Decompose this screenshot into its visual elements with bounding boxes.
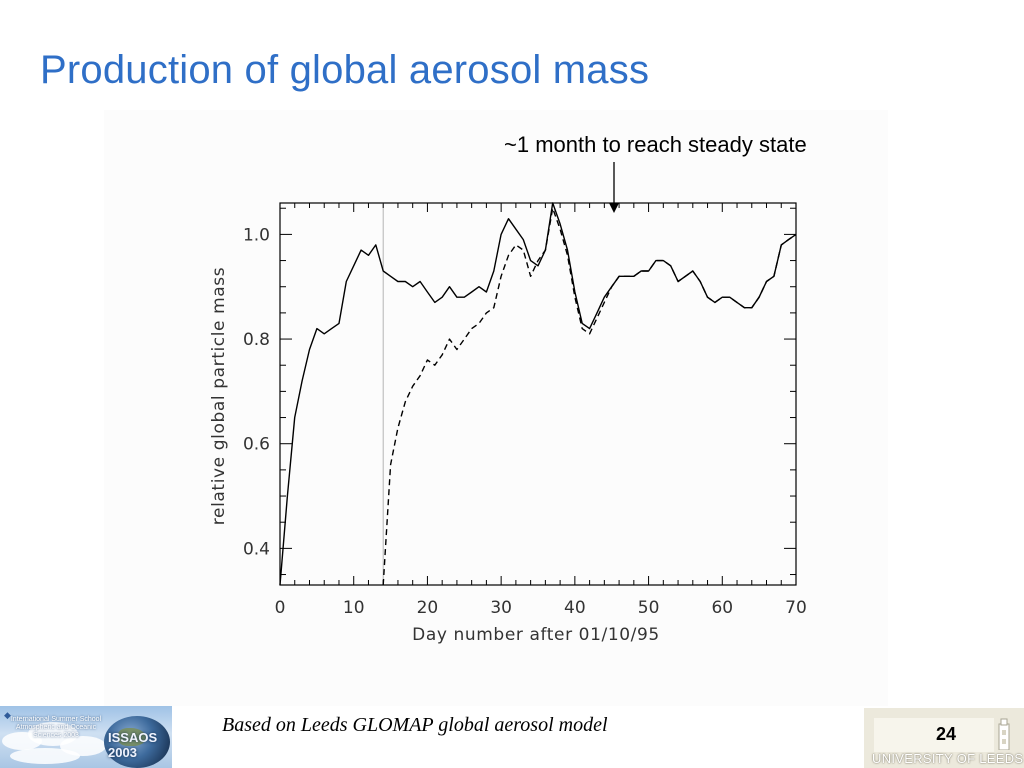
university-name: UNIVERSITY OF LEEDS: [872, 751, 1024, 766]
dashed-series-line: [382, 207, 797, 586]
x-tick-label: 50: [638, 598, 660, 618]
figure-panel: [104, 110, 888, 706]
x-tick-label: 70: [785, 598, 807, 618]
steady-state-annotation: ~1 month to reach steady state: [504, 132, 807, 157]
y-axis-label: relative global particle mass: [209, 267, 229, 525]
callout-arrowhead: [609, 203, 619, 213]
figure-caption: Based on Leeds GLOMAP global aerosol mod…: [222, 714, 608, 736]
page-number: 24: [936, 724, 957, 744]
y-tick-label: 0.8: [243, 330, 270, 350]
y-tick-label: 0.6: [243, 435, 270, 455]
logo-badge-text: ISSAOS 2003: [108, 730, 158, 760]
y-tick-label: 0.4: [243, 539, 270, 559]
x-axis-label: Day number after 01/10/95: [412, 625, 660, 645]
x-tick-label: 0: [275, 598, 286, 618]
x-tick-label: 20: [417, 598, 439, 618]
slide-title: Production of global aerosol mass: [40, 48, 650, 92]
logo-text: International Summer School Atmospheric …: [10, 716, 102, 739]
flag-icon: ◆: [4, 710, 11, 720]
globe-icon: [104, 716, 170, 768]
x-tick-label: 30: [490, 598, 512, 618]
x-tick-label: 40: [564, 598, 586, 618]
footer-branding: [864, 708, 1024, 768]
plot-frame: [279, 202, 797, 586]
y-tick-label: 1.0: [243, 225, 270, 245]
x-tick-label: 10: [343, 598, 365, 618]
x-tick-label: 60: [711, 598, 733, 618]
page-number-background: [874, 718, 994, 752]
university-tower-icon: [998, 718, 1010, 750]
summer-school-logo: ◆ International Summer School Atmospheri…: [0, 706, 172, 768]
